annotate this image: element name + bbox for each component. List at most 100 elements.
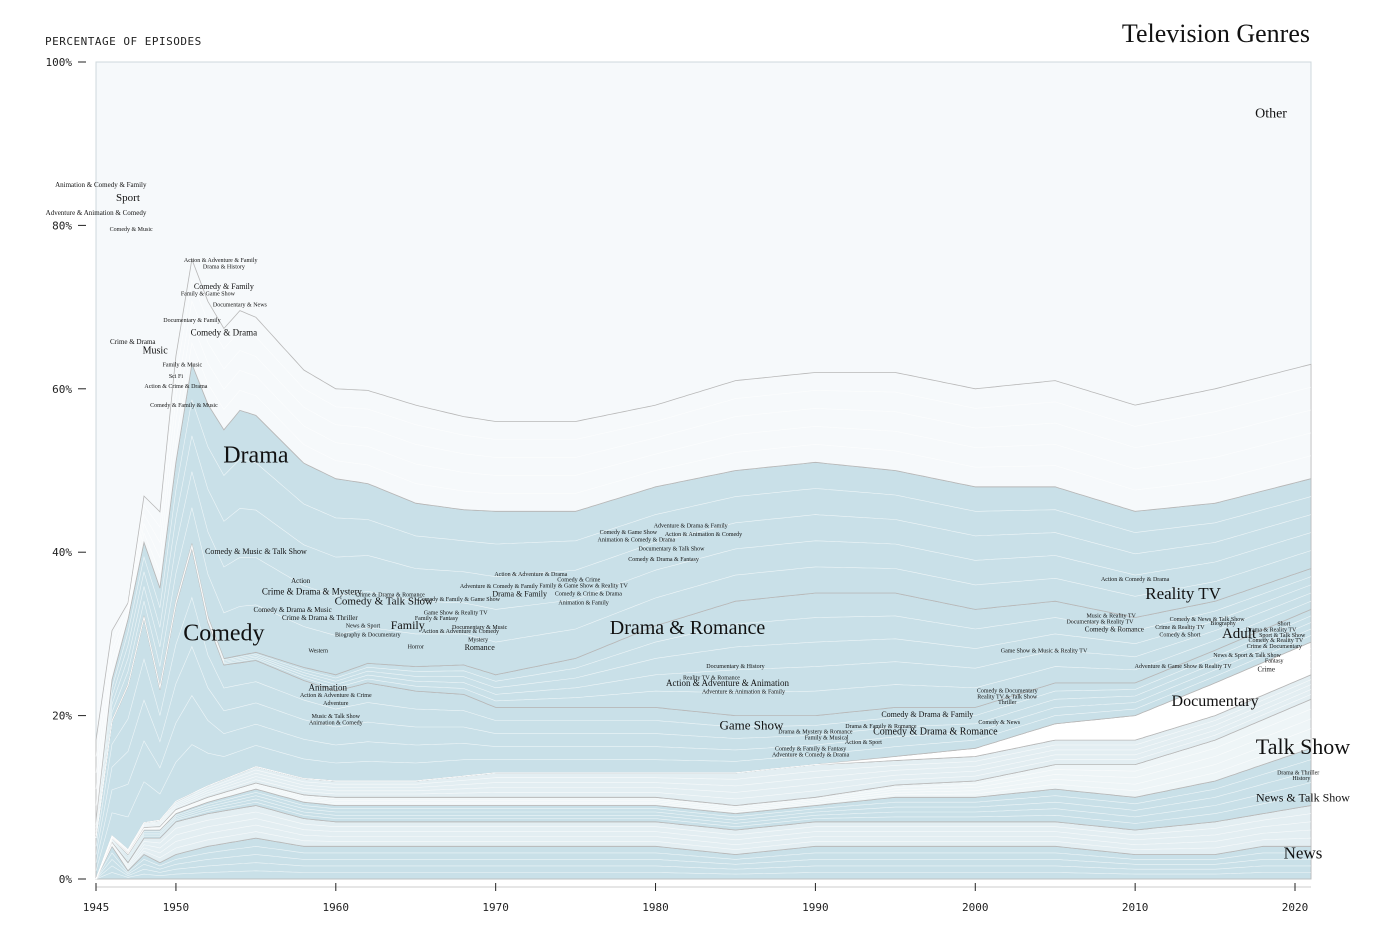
- genre-label: Documentary & History: [706, 664, 764, 670]
- genre-label: Crime: [1257, 665, 1275, 673]
- genre-label: News & Sport: [346, 623, 381, 629]
- strata-line-game-show: [95, 679, 1312, 880]
- genre-label: Reality TV & Talk Show: [977, 694, 1038, 700]
- genre-label: Drama & Family & Romance: [845, 724, 917, 730]
- genre-label: News & Talk Show: [1256, 790, 1350, 804]
- genre-label: Documentary & Music: [452, 625, 508, 631]
- y-tick-label: 0%: [59, 873, 73, 886]
- genre-label: Comedy: [183, 620, 264, 646]
- genre-label: Other: [1255, 107, 1287, 122]
- genre-label: Family & Fantasy: [415, 616, 458, 622]
- genre-label: Family & Musical: [805, 735, 849, 741]
- genre-label: Action & Adventure & Drama: [494, 572, 567, 578]
- genre-label: Crime & Reality TV: [1155, 625, 1205, 631]
- y-tick-label: 60%: [52, 383, 72, 396]
- strata-line-reality-tv: [95, 648, 1312, 880]
- genre-label: Music & Talk Show: [312, 714, 361, 720]
- genre-label: Fantasy: [1265, 658, 1284, 664]
- genre-label: Action & Animation & Comedy: [665, 532, 742, 538]
- strata-line-other: [95, 320, 1312, 790]
- genre-label: Action: [291, 577, 311, 585]
- genre-label: Animation & Comedy: [309, 721, 363, 727]
- genre-label: News & Sport & Talk Show: [1213, 653, 1281, 659]
- genre-label: Mystery: [468, 637, 488, 643]
- genre-label: Adventure & Comedy & Family: [460, 584, 538, 590]
- genre-label: Horror: [408, 645, 424, 651]
- layer-other: [95, 257, 1312, 822]
- strata-line-game-show: [95, 684, 1312, 880]
- x-tick-label: 2010: [1122, 901, 1149, 914]
- genre-label: Family & Game Show: [181, 292, 236, 298]
- strata-line-news: [95, 845, 1311, 880]
- strata-line-drama-and-romance: [95, 546, 1312, 839]
- strata-line-other: [95, 279, 1312, 757]
- genre-label: Short: [1277, 622, 1290, 628]
- strata-line-talk-show: [95, 770, 1312, 880]
- genre-label: History: [1292, 776, 1310, 782]
- strata-line-comedy: [95, 635, 1312, 871]
- genre-label: Adventure & Comedy & Drama: [772, 752, 850, 758]
- genre-label: Game Show & Reality TV: [424, 610, 489, 616]
- genre-label: Documentary & Family: [163, 318, 220, 324]
- genre-label: Sport & Talk Show: [1259, 633, 1306, 639]
- genre-label: Thriller: [998, 700, 1016, 706]
- genre-label: Comedy & Drama & Romance: [873, 726, 998, 737]
- genre-label: Comedy & Crime: [557, 578, 600, 584]
- genre-label: Documentary & News: [213, 302, 268, 308]
- genre-label: Game Show & Music & Reality TV: [1001, 649, 1088, 655]
- strata-line-talk-show: [95, 793, 1312, 880]
- genre-label: Animation: [309, 682, 348, 692]
- strata-line-news: [95, 870, 1311, 880]
- genre-label: Comedy & Family: [194, 282, 254, 291]
- strata-line-talk-show: [95, 759, 1312, 880]
- strata-line-news: [95, 862, 1311, 880]
- genre-label: Crime & Drama & Romance: [355, 592, 425, 598]
- strata-line-talk-show: [95, 782, 1312, 880]
- x-axis: 1945 1950 1960 1970 1980 1990 2000 2010 2020: [83, 883, 1311, 914]
- y-tick-label: 40%: [52, 546, 72, 559]
- genre-label: Music & Reality TV: [1086, 614, 1136, 620]
- x-tick-label: 1950: [163, 901, 190, 914]
- genre-label: Comedy & Music & Talk Show: [205, 547, 307, 556]
- genre-label: Romance: [465, 643, 496, 652]
- genre-label: Comedy & Drama & Family: [881, 710, 973, 719]
- genre-label: Comedy & News & Talk Show: [1170, 617, 1246, 623]
- genre-label: Family: [391, 618, 425, 632]
- genre-label: Comedy & Drama & Fantasy: [628, 557, 699, 563]
- genre-label: Action & Adventure & Crime: [300, 693, 372, 699]
- strata-line-drama-and-romance: [95, 544, 1312, 839]
- strata-line-comedy: [95, 628, 1312, 863]
- genre-label: Reality TV: [1145, 584, 1221, 603]
- genre-label: Comedy & Game Show: [600, 530, 658, 536]
- strata-line-game-show: [95, 694, 1312, 880]
- genre-label: Documentary: [1172, 693, 1259, 710]
- y-tick-label: 100%: [46, 56, 73, 69]
- genre-label: Adult: [1222, 626, 1257, 642]
- genre-label: Western: [308, 649, 328, 655]
- genre-label: Sport: [116, 192, 140, 204]
- genre-label: Comedy & Romance: [1085, 625, 1144, 633]
- strata-line-comedy: [95, 596, 1312, 847]
- genre-label: Comedy & Family & Music: [150, 403, 218, 409]
- genre-label: Drama & Reality TV: [1246, 627, 1297, 633]
- strata-line-drama: [95, 471, 1312, 832]
- genre-label: Talk Show: [1256, 734, 1351, 759]
- strata-line-drama: [95, 399, 1312, 826]
- genre-label: News: [1284, 844, 1323, 863]
- genre-label: Adventure & Game Show & Reality TV: [1135, 664, 1233, 670]
- genre-label: Game Show: [719, 717, 784, 732]
- genre-label: Comedy & Family & Fantasy: [775, 747, 846, 753]
- genre-label: Animation & Family: [558, 600, 608, 606]
- genre-label: Family & Music: [162, 363, 202, 369]
- stream-strata-lines: [95, 279, 1312, 880]
- genre-label: Action & Sport: [845, 740, 882, 746]
- strata-line-news-and-talk-show: [95, 824, 1312, 880]
- y-tick-label: 20%: [52, 710, 72, 723]
- genre-label: Action & Adventure & Family: [184, 258, 258, 264]
- strata-line-documentary: [95, 738, 1312, 880]
- strata-line-drama: [95, 507, 1312, 835]
- genre-label: Crime & Drama & Mystery: [262, 587, 362, 597]
- strata-line-game-show: [95, 689, 1312, 880]
- strata-line-documentary: [95, 718, 1312, 880]
